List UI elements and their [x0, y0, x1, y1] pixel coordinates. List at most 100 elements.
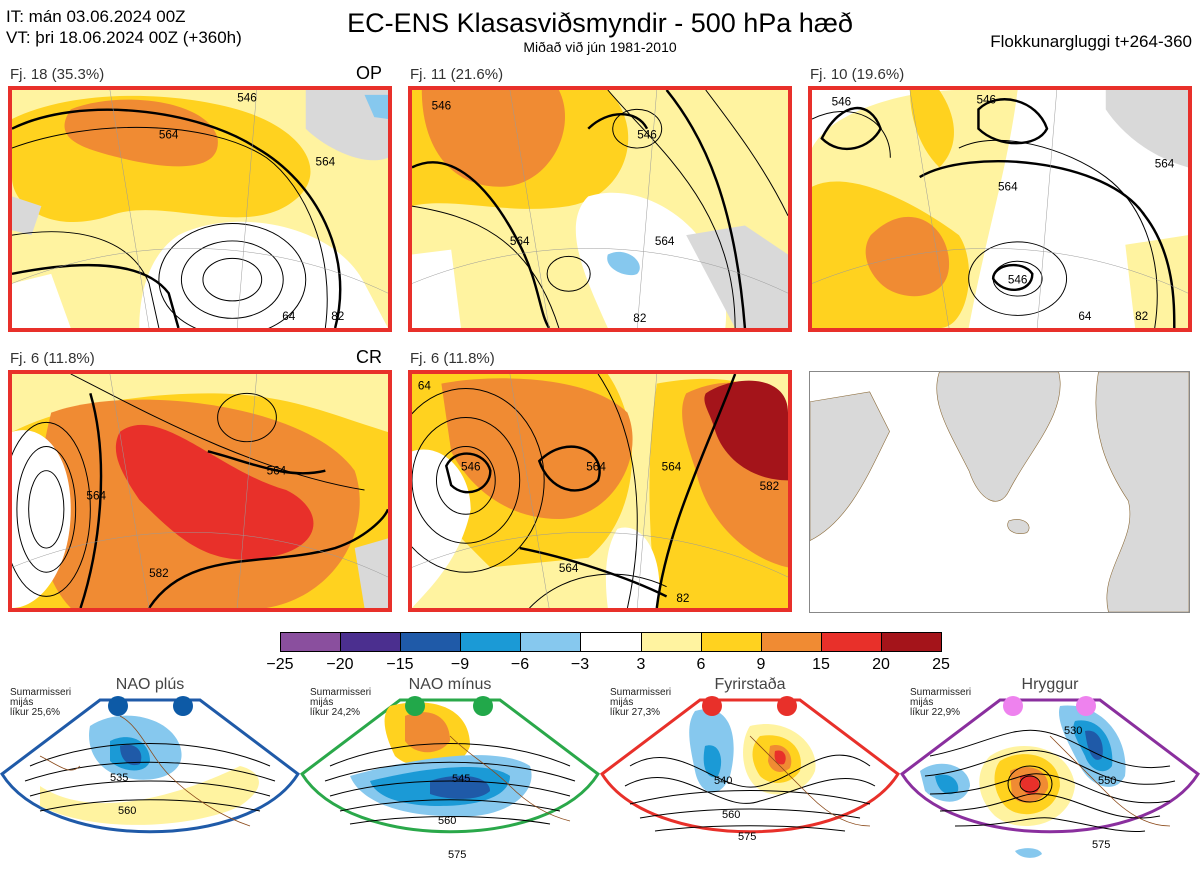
contour-label: 560: [438, 815, 456, 827]
page-subtitle: Miðað við jún 1981-2010: [523, 39, 677, 55]
colorbar-bin: [581, 633, 642, 651]
regime-note: Sumarmisseri mijás líkur 25,6%: [10, 688, 71, 718]
contour-label: 582: [149, 567, 169, 580]
regime-map: 530 550 575: [900, 696, 1200, 858]
regime-title: Fyrirstaða: [714, 676, 786, 693]
colorbar-bin: [821, 633, 882, 651]
regime-blocking[interactable]: 540 560 575 Fyrirstaða Sumarmisseri mijá…: [600, 676, 900, 871]
contour-label: 564: [662, 461, 682, 474]
colorbar-bin: [341, 633, 402, 651]
contour-label: 545: [452, 773, 470, 785]
colorbar-bin: [281, 633, 342, 651]
regime-note-line: mijás: [310, 697, 334, 708]
colorbar-tick: 3: [636, 656, 646, 673]
regime-note-line: mijás: [610, 697, 634, 708]
regime-note-line: mijás: [10, 697, 34, 708]
regime-note-line: Sumarmisseri: [610, 687, 672, 698]
contour-label: 540: [714, 775, 732, 787]
classification-window: Flokkunargluggi t+264-360: [990, 32, 1192, 51]
regime-dot: [1076, 696, 1096, 716]
contour-label: 546: [832, 96, 852, 109]
contour-label: 564: [559, 562, 579, 575]
regime-note-line: Sumarmisseri: [910, 687, 972, 698]
regime-note-line: Sumarmisseri: [310, 687, 372, 698]
contour-label: 82: [676, 592, 689, 605]
cluster-panel-2[interactable]: 546 546 564 564 82: [408, 86, 792, 332]
contour-label: 564: [86, 490, 106, 503]
regime-dot: [405, 696, 425, 716]
contour-label: 546: [977, 94, 997, 107]
contour-label: 550: [1098, 775, 1116, 787]
regime-title: Hryggur: [1021, 676, 1079, 693]
cluster-map-1: 546 564 564 64 82: [12, 90, 388, 328]
panel-2-label: Fj. 11 (21.6%): [410, 66, 504, 83]
regime-ridge[interactable]: 530 550 575 Hryggur Sumarmisseri mijás l…: [900, 676, 1200, 871]
cluster-panel-3[interactable]: 546 546 564 564 546 64 82: [808, 86, 1192, 332]
header-times: IT: mán 03.06.2024 00Z VT: þri 18.06.202…: [6, 6, 242, 48]
contour-label: 82: [331, 310, 344, 323]
panel-3-label: Fj. 10 (19.6%): [810, 66, 905, 83]
regime-nao-minus[interactable]: 545 560 575 NAO mínus Sumarmisseri mijás…: [300, 676, 600, 871]
cluster-panel-1[interactable]: 546 564 564 64 82: [8, 86, 392, 332]
cluster-map-2: 546 546 564 564 82: [412, 90, 788, 328]
contour-label: 564: [316, 156, 336, 169]
panel-1-label: Fj. 18 (35.3%): [10, 66, 105, 83]
contour-label: 64: [282, 310, 296, 323]
contour-label: 575: [448, 849, 466, 861]
base-map: [810, 372, 1189, 612]
regime-map: 535 560: [0, 696, 300, 834]
colorbar-tick: −9: [450, 656, 470, 673]
regime-map: 540 560 575: [600, 696, 900, 843]
regime-dot: [473, 696, 493, 716]
contour-label: 546: [637, 128, 657, 141]
regime-note-line: Sumarmisseri: [10, 687, 72, 698]
cluster-panel-4[interactable]: 564 564 582: [8, 370, 392, 612]
colorbar-tick: 6: [696, 656, 706, 673]
colorbar-bin: [641, 633, 702, 651]
contour-label: 564: [510, 235, 530, 248]
contour-label: 546: [1008, 274, 1028, 287]
contour-label: 575: [738, 831, 756, 843]
regime-dot: [1003, 696, 1023, 716]
contour-label: 560: [722, 809, 740, 821]
contour-label: 82: [1135, 310, 1148, 323]
regime-note-line: líkur 27,3%: [610, 707, 661, 718]
regime-map: 545 560 575: [300, 696, 600, 861]
regime-dot: [702, 696, 722, 716]
panel-1-tag: OP: [356, 63, 383, 83]
contour-label: 560: [118, 805, 136, 817]
colorbar-tick: −20: [326, 656, 354, 673]
regime-note-line: líkur 22,9%: [910, 707, 961, 718]
contour-label: 64: [1078, 310, 1092, 323]
colorbar-tick: −15: [386, 656, 414, 673]
page-title: EC-ENS Klasasviðsmyndir - 500 hPa hæð: [347, 8, 853, 38]
regime-dot: [777, 696, 797, 716]
colorbar-bin: [881, 633, 942, 651]
cluster-map-5: 64 546 564 564 564 582 82: [412, 374, 788, 608]
contour-label: 546: [432, 99, 452, 112]
cluster-map-4: 564 564 582: [12, 374, 388, 608]
colorbar-tick: −6: [510, 656, 530, 673]
contour-label: 575: [1092, 839, 1110, 851]
contour-label: 582: [760, 480, 780, 493]
it-time: IT: mán 03.06.2024 00Z: [6, 7, 186, 26]
regime-title: NAO mínus: [408, 676, 492, 693]
colorbar-bin: [761, 633, 822, 651]
contour-label: 64: [418, 380, 432, 393]
panel-5-label: Fj. 6 (11.8%): [410, 350, 495, 367]
regime-nao-plus[interactable]: 535 560 NAO plús Sumarmisseri mijás líku…: [0, 676, 300, 871]
colorbar: [280, 632, 942, 652]
colorbar-tick: 25: [932, 656, 950, 673]
contour-label: 82: [633, 312, 646, 325]
regime-note: Sumarmisseri mijás líkur 27,3%: [610, 688, 671, 718]
colorbar-bin: [521, 633, 582, 651]
cluster-panel-5[interactable]: 64 546 564 564 564 582 82: [408, 370, 792, 612]
contour-label: 564: [159, 128, 179, 141]
panel-4-label: Fj. 6 (11.8%): [10, 350, 95, 367]
regime-title: NAO plús: [115, 676, 185, 693]
regime-note-line: líkur 24,2%: [310, 707, 361, 718]
regime-dot: [173, 696, 193, 716]
vt-time: VT: þri 18.06.2024 00Z (+360h): [6, 28, 242, 47]
regime-note-line: líkur 25,6%: [10, 707, 61, 718]
contour-label: 530: [1064, 725, 1082, 737]
